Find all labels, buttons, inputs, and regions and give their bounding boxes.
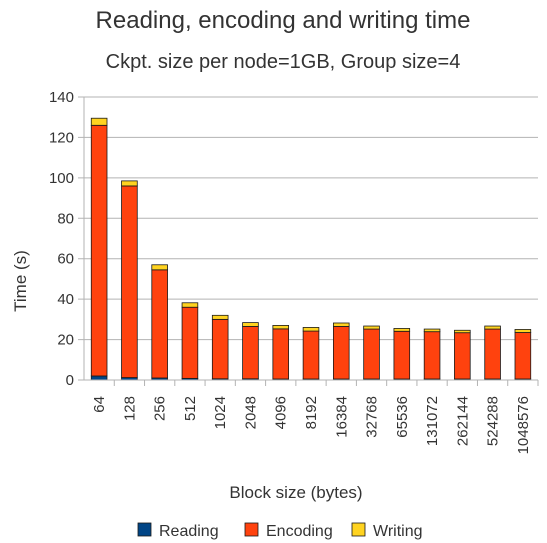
x-tick-label: 16384: [333, 396, 350, 438]
bar-encoding-1024: [211, 318, 229, 380]
x-tick-label: 262144: [454, 396, 471, 446]
chart-subtitle: Ckpt. size per node=1GB, Group size=4: [106, 51, 461, 73]
y-tick-label: 40: [57, 291, 74, 308]
bar-encoding-65536: [393, 330, 411, 380]
x-tick-label: 8192: [303, 396, 320, 429]
bar-encoding-8192: [302, 330, 320, 380]
bar-encoding-32768: [363, 328, 380, 380]
bar-reading-64: [90, 375, 108, 381]
x-tick-label: 65536: [394, 396, 411, 438]
chart-title: Reading, encoding and writing time: [96, 7, 471, 34]
x-tick-label: 32768: [364, 396, 381, 438]
y-axis-ticks: 0 20 40 60 80 100 120 140: [49, 89, 74, 389]
bar-writing-256: [151, 264, 168, 271]
bar-writing-524288: [484, 325, 501, 330]
legend-swatch-writing: [351, 522, 366, 537]
bar-encoding-262144: [454, 332, 471, 380]
y-axis-label: Time (s): [11, 250, 30, 312]
bar-writing-16384: [332, 322, 350, 327]
x-tick-label: 4096: [273, 396, 290, 429]
x-tick-label: 1024: [212, 396, 229, 429]
y-tick-label: 120: [49, 129, 74, 146]
y-tick-label: 80: [57, 210, 74, 227]
legend-label-writing: Writing: [373, 523, 423, 540]
y-tick-label: 140: [49, 89, 74, 106]
bar-encoding-2048: [242, 326, 259, 380]
x-tick-label: 64: [91, 396, 108, 413]
x-tick-label: 128: [121, 396, 138, 421]
x-tick-label: 524288: [485, 396, 502, 446]
legend-label-reading: Reading: [159, 523, 219, 540]
bar-writing-1048576: [514, 329, 532, 333]
bar-writing-4096: [272, 325, 290, 330]
bar-encoding-131072: [423, 331, 441, 380]
bar-encoding-64: [90, 124, 108, 377]
y-tick-label: 60: [57, 251, 74, 268]
bar-writing-2048: [242, 322, 259, 327]
y-tick-label: 0: [66, 372, 74, 389]
bar-encoding-1048576: [514, 332, 532, 380]
bar-writing-65536: [393, 328, 411, 332]
bars: [90, 117, 532, 381]
bar-writing-512: [181, 302, 199, 308]
bar-encoding-128: [121, 185, 138, 378]
bar-encoding-4096: [272, 328, 290, 380]
bar-encoding-524288: [484, 328, 501, 380]
bar-writing-64: [90, 117, 108, 126]
bar-encoding-512: [181, 306, 199, 379]
bar-encoding-16384: [332, 326, 350, 380]
bar-writing-262144: [454, 329, 471, 334]
bar-writing-32768: [363, 325, 380, 330]
x-tick-label: 131072: [424, 396, 441, 446]
x-axis-ticks: 64 128 256 512 1024 2048 4096 8192 16384 32768 655…: [78, 379, 539, 454]
x-tick-label: 1048576: [515, 396, 532, 454]
x-tick-label: 2048: [242, 396, 259, 429]
legend-label-encoding: Encoding: [266, 523, 333, 540]
bar-writing-8192: [302, 327, 320, 332]
x-axis-label: Block size (bytes): [229, 483, 362, 502]
bar-encoding-256: [151, 269, 168, 379]
bar-writing-131072: [423, 328, 441, 333]
x-tick-label: 512: [182, 396, 199, 421]
legend-swatch-reading: [137, 522, 152, 537]
bar-writing-1024: [211, 314, 229, 320]
legend-swatch-encoding: [244, 522, 259, 537]
legend: Reading Encoding Writing: [137, 522, 423, 540]
y-tick-label: 100: [49, 170, 74, 187]
y-tick-label: 20: [57, 332, 74, 349]
x-tick-label: 256: [152, 396, 169, 421]
bar-writing-128: [121, 180, 138, 187]
